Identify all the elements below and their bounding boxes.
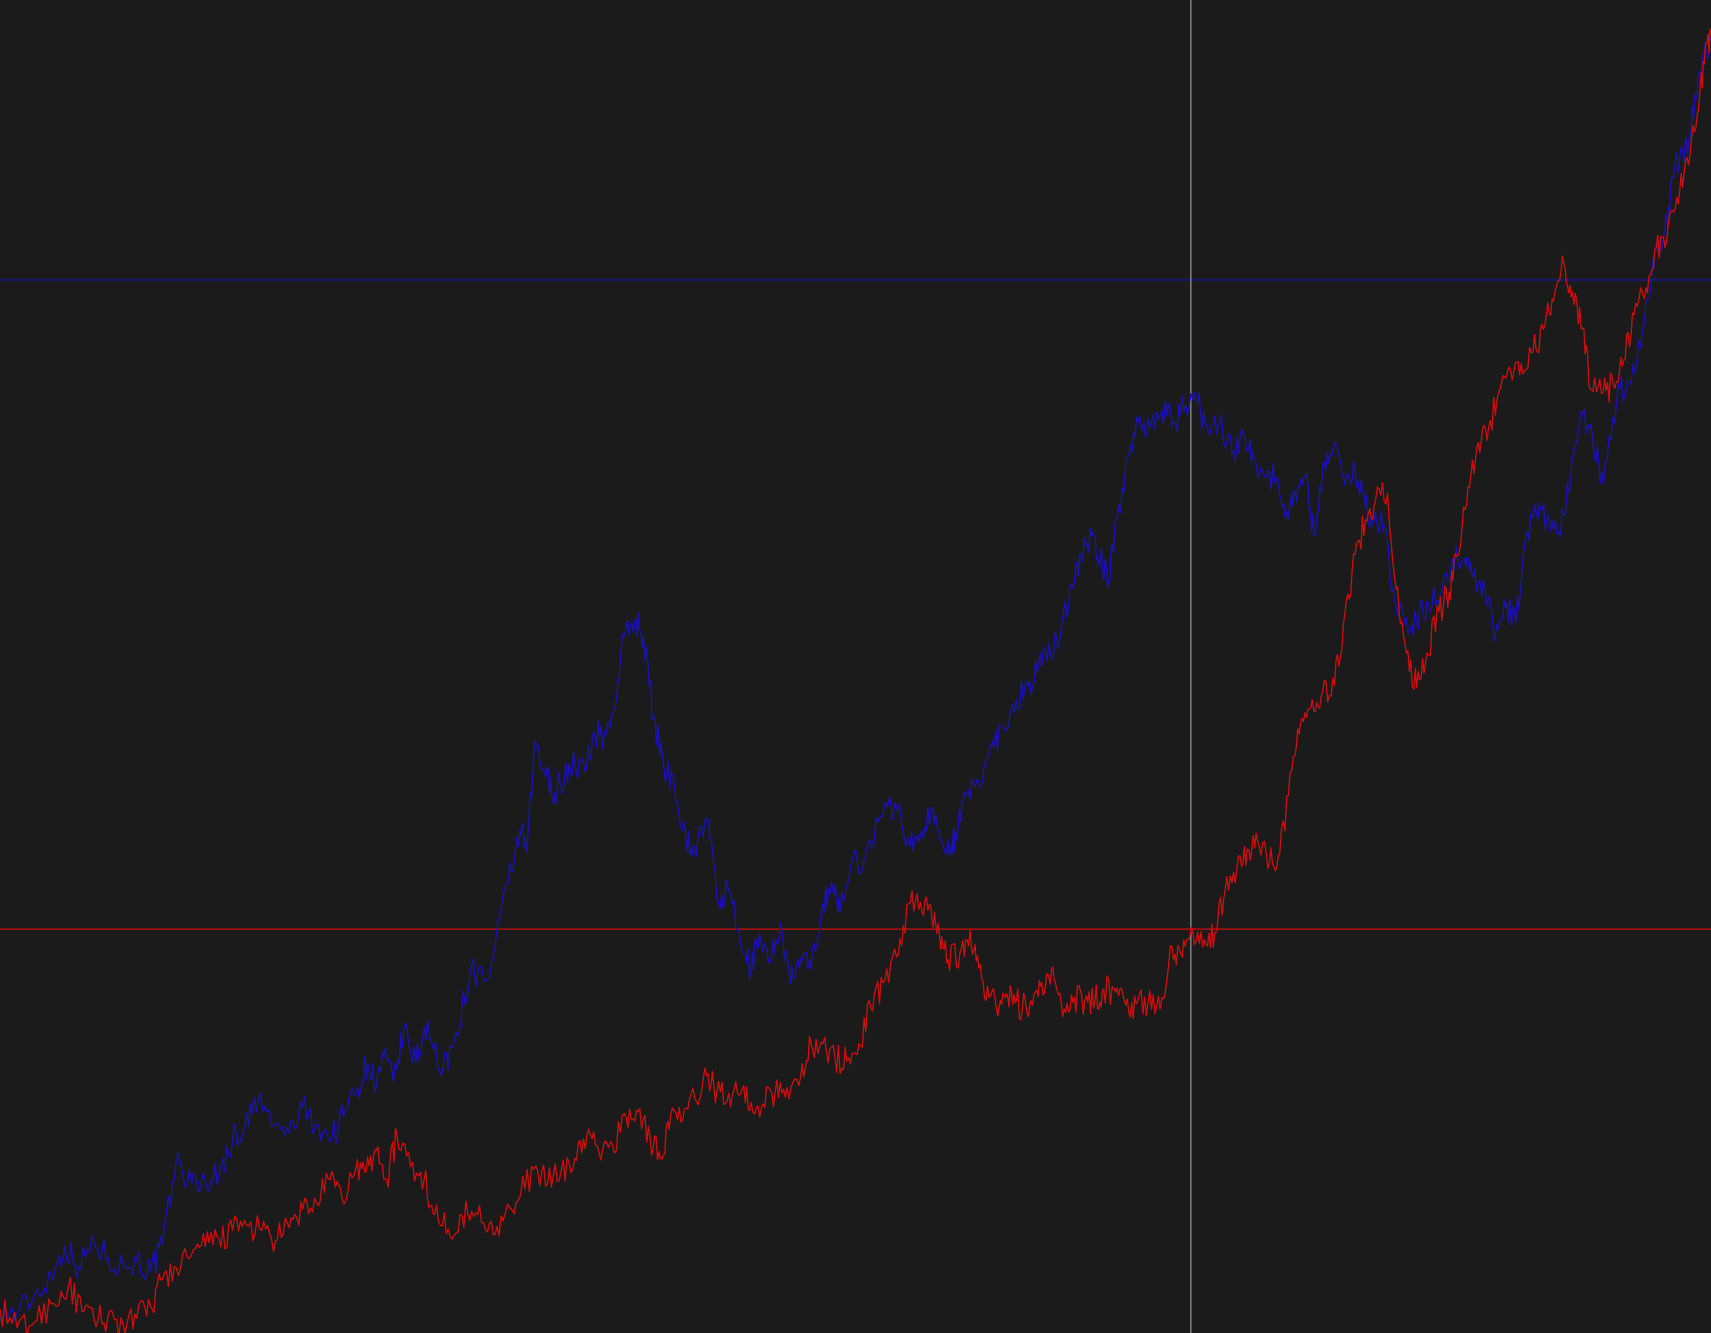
series-lines — [0, 28, 1711, 1333]
red-series-line — [0, 28, 1711, 1333]
blue-series-line — [0, 35, 1711, 1328]
